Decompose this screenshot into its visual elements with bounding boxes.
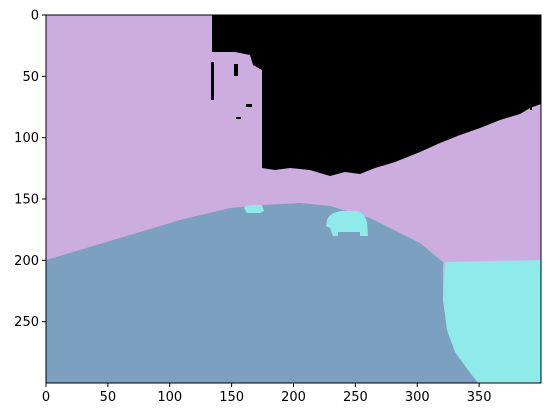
- building-detail: [234, 64, 238, 76]
- y-axis: 0 50 100 150 200 250: [14, 9, 46, 330]
- image-area: [46, 15, 541, 383]
- building-detail: [211, 62, 214, 100]
- y-tick-label: 250: [14, 315, 39, 330]
- x-tick-label: 50: [100, 390, 117, 405]
- y-tick-label: 0: [31, 9, 39, 24]
- building-detail: [236, 117, 241, 119]
- road-region: [46, 203, 478, 383]
- y-tick-label: 200: [14, 254, 39, 269]
- vehicle-center-car: [326, 211, 368, 236]
- x-tick-label: 250: [343, 390, 368, 405]
- x-tick-label: 300: [405, 390, 430, 405]
- x-tick-label: 100: [157, 390, 182, 405]
- y-tick-label: 100: [14, 131, 39, 146]
- building-detail: [530, 98, 532, 110]
- vehicle-distant-car: [244, 205, 264, 213]
- x-tick-label: 150: [219, 390, 244, 405]
- x-tick-label: 0: [42, 390, 50, 405]
- x-tick-label: 200: [281, 390, 306, 405]
- y-tick-label: 150: [14, 193, 39, 208]
- building-detail: [246, 104, 252, 107]
- y-tick-label: 50: [22, 70, 39, 85]
- x-tick-label: 350: [467, 390, 492, 405]
- x-axis: 0 50 100 150 200 250 300 350: [42, 383, 492, 405]
- vehicle-right: [443, 260, 541, 383]
